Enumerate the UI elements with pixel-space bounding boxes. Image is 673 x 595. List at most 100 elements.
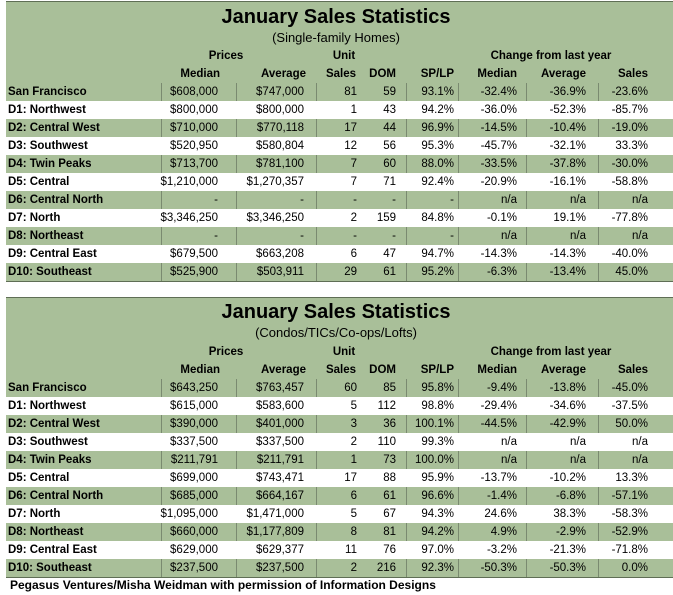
change-sales: -19.0%: [611, 122, 648, 134]
days-on-market: 67: [383, 508, 396, 520]
table-row: San Francisco $643,250 $763,457 60 85 95…: [6, 379, 673, 397]
days-on-market: 85: [383, 382, 396, 394]
sp-lp-ratio: 97.0%: [421, 544, 454, 556]
unit-sales: 6: [350, 490, 357, 502]
change-average: -13.4%: [549, 266, 586, 278]
header-median: Median: [180, 68, 220, 80]
change-median: -20.9%: [480, 176, 517, 188]
unit-sales: 29: [344, 266, 357, 278]
median-price: $525,900: [170, 266, 218, 278]
change-sales: -57.1%: [611, 490, 648, 502]
header-change-median: Median: [477, 364, 517, 376]
average-price: $1,270,357: [246, 176, 304, 188]
sp-lp-ratio: 88.0%: [421, 158, 454, 170]
unit-sales: 2: [350, 562, 357, 574]
days-on-market: -: [392, 194, 396, 206]
district-label: D2: Central West: [8, 122, 100, 134]
average-price: $781,100: [256, 158, 304, 170]
days-on-market: -: [392, 230, 396, 242]
header-unit: Unit: [332, 50, 356, 62]
sp-lp-ratio: 94.7%: [421, 248, 454, 260]
change-median: -29.4%: [480, 400, 517, 412]
unit-sales: 60: [344, 382, 357, 394]
change-sales: n/a: [632, 454, 648, 466]
change-average: -50.3%: [549, 562, 586, 574]
district-label: D4: Twin Peaks: [8, 454, 92, 466]
header-prices: Prices: [208, 50, 244, 62]
unit-sales: 7: [350, 176, 357, 188]
change-sales: n/a: [632, 230, 648, 242]
average-price: -: [300, 230, 304, 242]
sp-lp-ratio: 94.3%: [421, 508, 454, 520]
sp-lp-ratio: 95.3%: [421, 140, 454, 152]
district-label: D10: Southeast: [8, 266, 92, 278]
table-title: January Sales Statistics: [221, 301, 451, 323]
header-change-average: Average: [541, 364, 586, 376]
median-price: $3,346,250: [160, 212, 218, 224]
unit-sales: 8: [350, 526, 357, 538]
change-average: -16.1%: [549, 176, 586, 188]
table-row: D8: Northeast $660,000 $1,177,809 8 81 9…: [6, 523, 673, 541]
sp-lp-ratio: 95.9%: [421, 472, 454, 484]
table-row: D9: Central East $679,500 $663,208 6 47 …: [6, 245, 673, 263]
change-average: n/a: [570, 194, 586, 206]
unit-sales: 17: [344, 122, 357, 134]
median-price: $211,791: [170, 454, 218, 466]
district-label: D10: Southeast: [8, 562, 92, 574]
change-median: -44.5%: [480, 418, 517, 430]
change-average: -52.3%: [549, 104, 586, 116]
table-subtitle: (Condos/TICs/Co-ops/Lofts): [255, 325, 417, 340]
days-on-market: 88: [383, 472, 396, 484]
header-splp: SP/LP: [420, 364, 454, 376]
median-price: $800,000: [170, 104, 218, 116]
change-sales: -30.0%: [611, 158, 648, 170]
table-row: D7: North $3,346,250 $3,346,250 2 159 84…: [6, 209, 673, 227]
unit-sales: 17: [344, 472, 357, 484]
table-row: D1: Northwest $615,000 $583,600 5 112 98…: [6, 397, 673, 415]
change-average: -14.3%: [549, 248, 586, 260]
header-sales: Sales: [325, 364, 356, 376]
table-title: January Sales Statistics: [221, 6, 451, 28]
change-median: -13.7%: [480, 472, 517, 484]
header-dom: DOM: [369, 364, 396, 376]
median-price: $1,095,000: [160, 508, 218, 520]
average-price: $763,457: [256, 382, 304, 394]
change-sales: 45.0%: [615, 266, 648, 278]
average-price: $1,177,809: [246, 526, 304, 538]
header-dom: DOM: [369, 68, 396, 80]
data-grid: San Francisco $608,000 $747,000 81 59 93…: [6, 83, 673, 281]
change-average: -10.2%: [549, 472, 586, 484]
days-on-market: 159: [376, 212, 396, 224]
change-median: -1.4%: [486, 490, 517, 502]
change-average: -2.9%: [555, 526, 586, 538]
unit-sales: 81: [344, 86, 357, 98]
days-on-market: 60: [383, 158, 396, 170]
change-median: n/a: [501, 454, 517, 466]
district-label: D7: North: [8, 212, 61, 224]
days-on-market: 61: [383, 266, 396, 278]
district-label: D8: Northeast: [8, 230, 84, 242]
header-change-sales: Sales: [617, 364, 648, 376]
average-price: $583,600: [256, 400, 304, 412]
header-average: Average: [261, 68, 306, 80]
sp-lp-ratio: 99.3%: [421, 436, 454, 448]
median-price: $699,000: [170, 472, 218, 484]
average-price: $664,167: [256, 490, 304, 502]
header-change-median: Median: [477, 68, 517, 80]
median-price: $629,000: [170, 544, 218, 556]
sp-lp-ratio: 96.9%: [421, 122, 454, 134]
change-sales: -85.7%: [611, 104, 648, 116]
median-price: $608,000: [170, 86, 218, 98]
change-median: -33.5%: [480, 158, 517, 170]
district-label: D2: Central West: [8, 418, 100, 430]
table-row: D1: Northwest $800,000 $800,000 1 43 94.…: [6, 101, 673, 119]
days-on-market: 216: [376, 562, 396, 574]
unit-sales: 11: [345, 544, 357, 556]
district-label: D8: Northeast: [8, 526, 84, 538]
average-price: $663,208: [256, 248, 304, 260]
median-price: $679,500: [170, 248, 218, 260]
change-median: -14.5%: [480, 122, 517, 134]
median-price: $237,500: [170, 562, 218, 574]
days-on-market: 71: [383, 176, 396, 188]
change-average: n/a: [570, 230, 586, 242]
